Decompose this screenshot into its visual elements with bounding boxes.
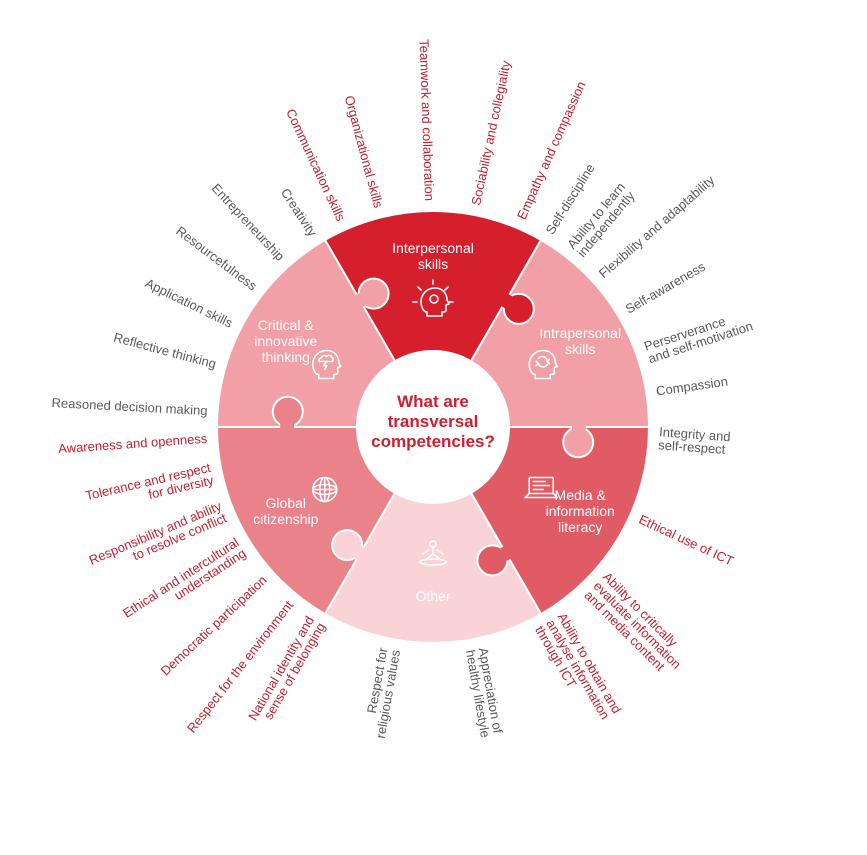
ray-label: Integrity andself-respect [658,424,731,457]
segment-label-other: Other [415,588,450,604]
puzzle-knob-neck [287,412,288,430]
segment-label-critical: Critical &innovativethinking [254,317,317,365]
puzzle-knob-neck [578,424,579,442]
puzzle-knob-neck [504,299,519,309]
puzzle-knob-neck [358,294,374,302]
competencies-diagram: What aretransversalcompetencies?Interper… [0,0,867,855]
puzzle-knob-neck [347,545,362,555]
global-icon [313,478,337,502]
puzzle-knob-neck [492,552,508,560]
